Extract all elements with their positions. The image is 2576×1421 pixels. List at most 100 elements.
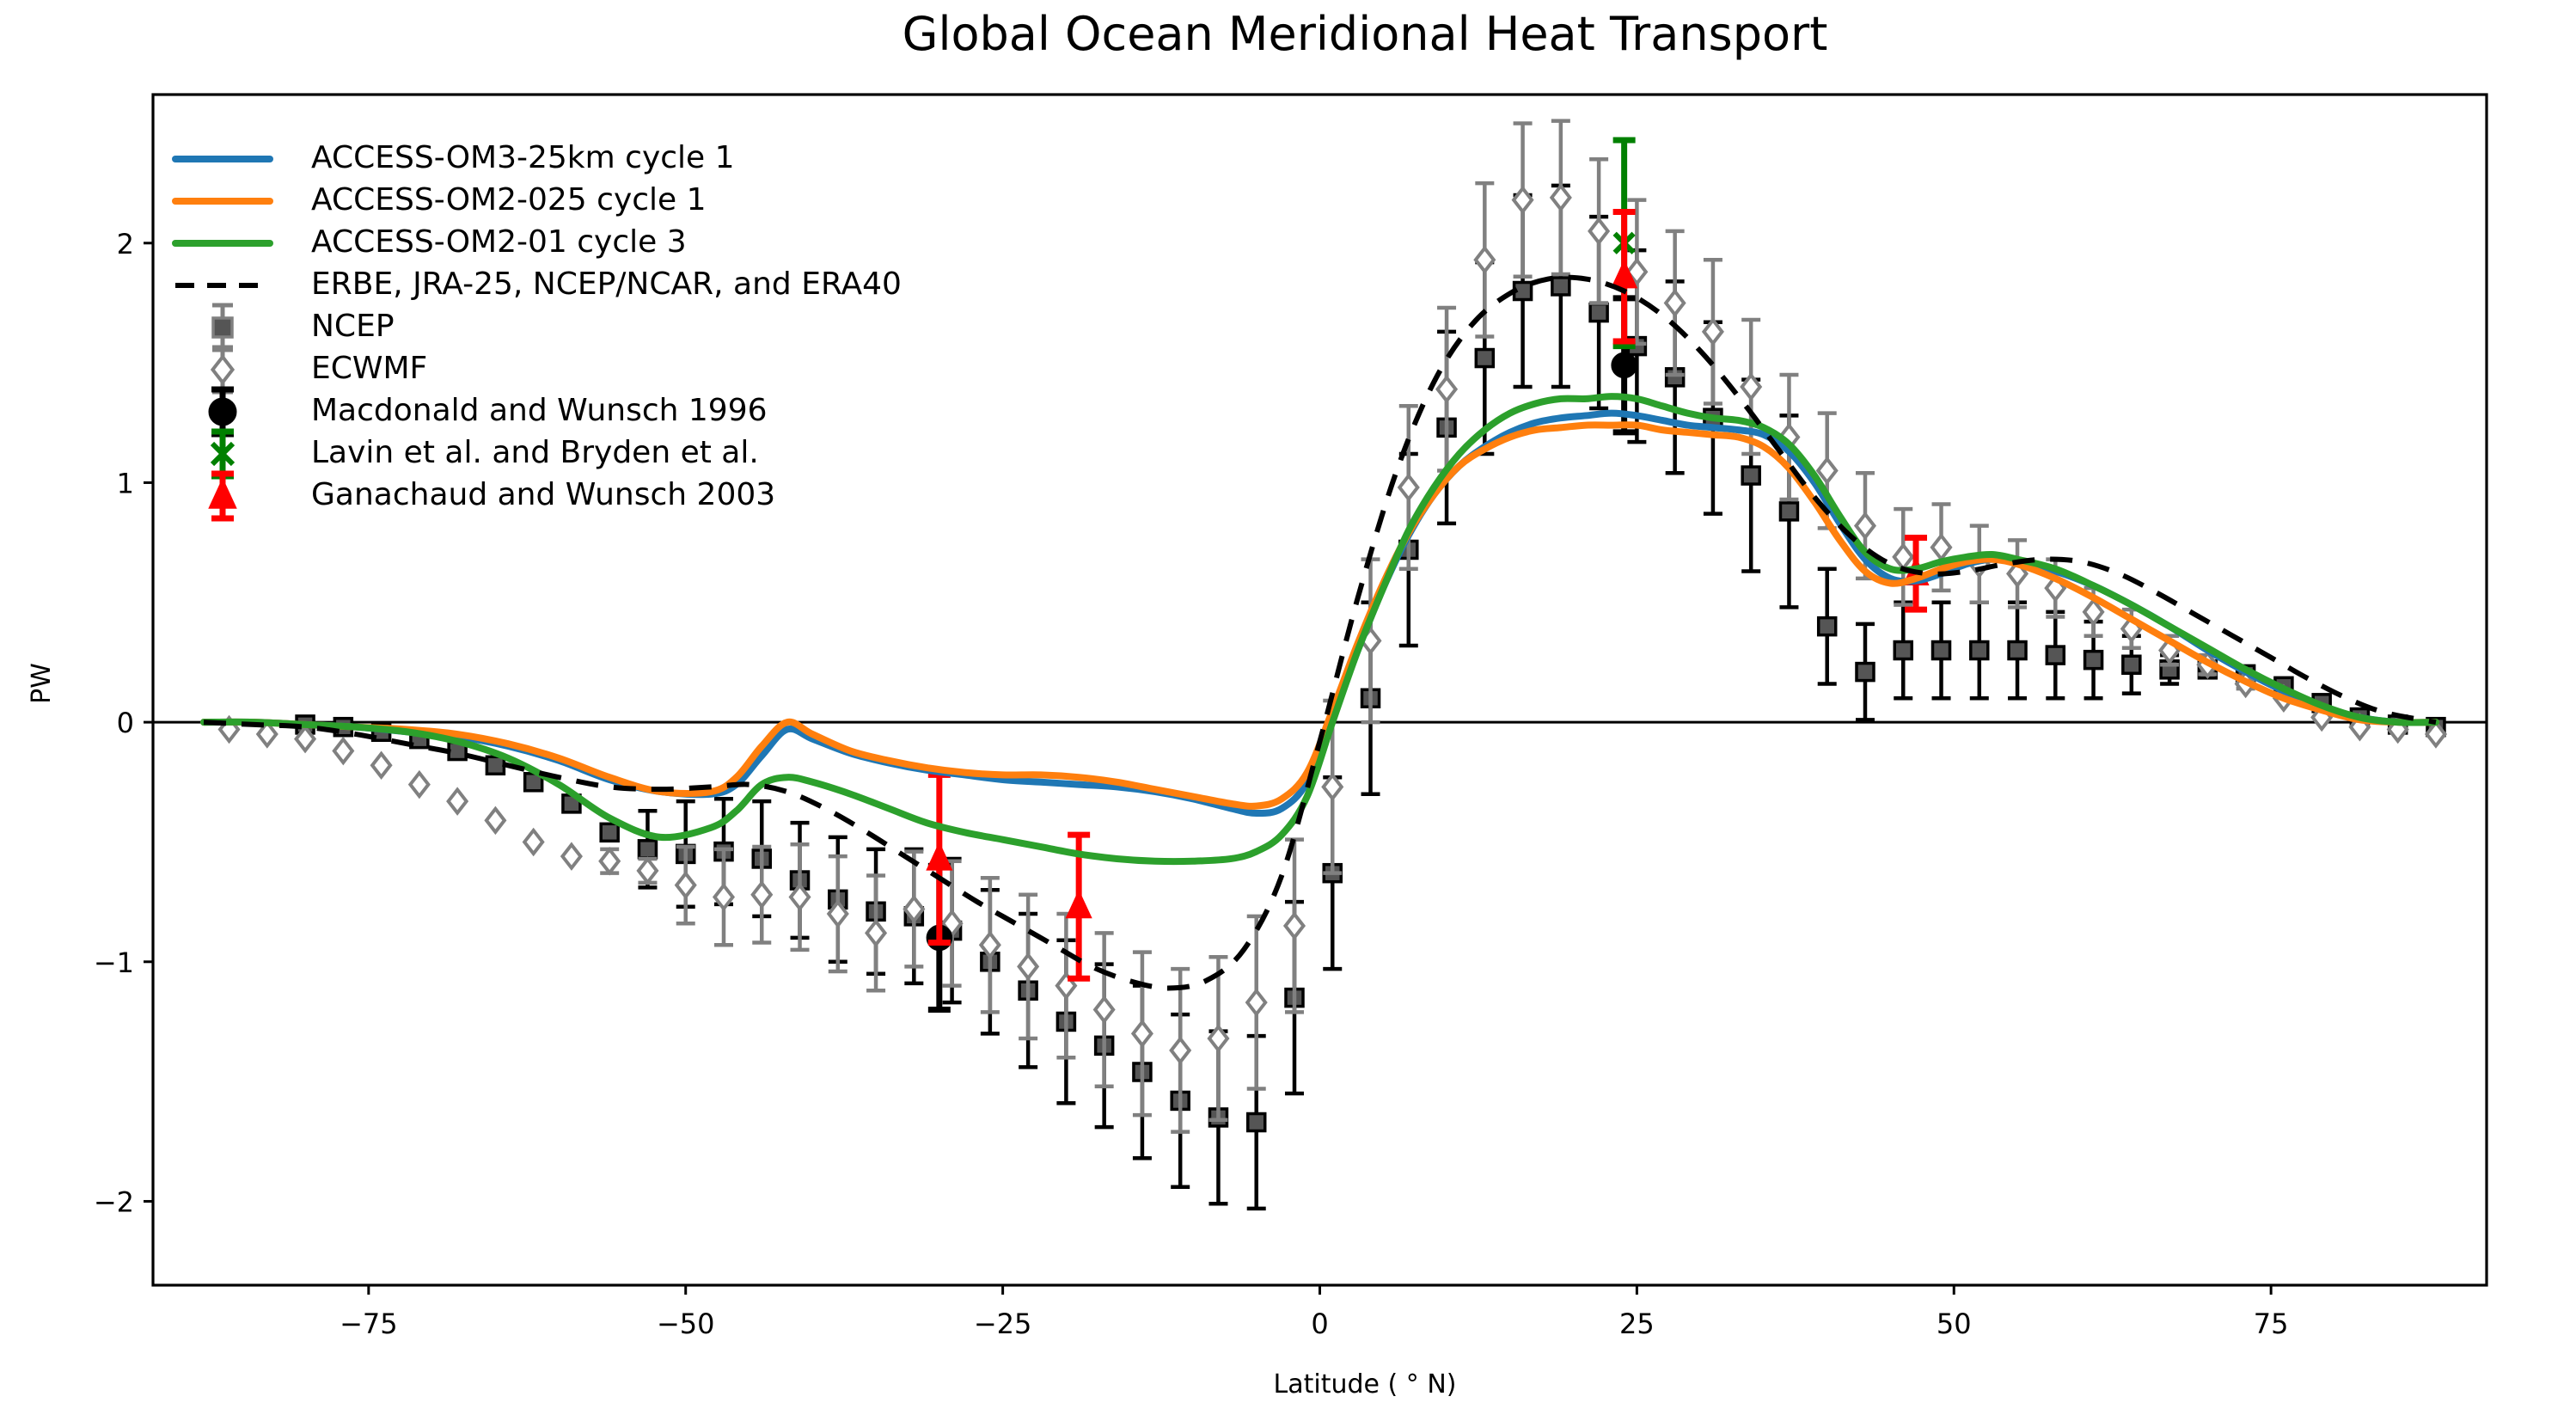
data-point-marker — [978, 930, 1001, 960]
data-point-marker — [1588, 217, 1611, 246]
data-point-marker — [2007, 640, 2028, 661]
chart-legend: ACCESS-OM3-25km cycle 1 ACCESS-OM2-025 cy… — [172, 140, 902, 522]
data-point-marker — [1815, 456, 1839, 486]
legend-item-ganachaud-and-wunsch-2003[interactable]: Ganachaud and Wunsch 2003 — [208, 470, 776, 522]
data-point-marker — [210, 353, 236, 386]
x-tick-label: 0 — [1311, 1308, 1328, 1340]
data-point-marker — [865, 918, 888, 948]
data-point-marker — [1611, 352, 1637, 379]
legend-item-label: Macdonald and Wunsch 1996 — [311, 393, 768, 428]
x-tick-label: −25 — [974, 1308, 1032, 1340]
data-point-marker — [484, 805, 507, 836]
data-point-marker — [1853, 511, 1877, 541]
legend-item-ncep[interactable]: NCEP — [211, 303, 395, 352]
y-tick-label: 0 — [117, 707, 134, 739]
legend-item-label: Ganachaud and Wunsch 2003 — [311, 477, 775, 512]
data-point-marker — [1207, 1024, 1230, 1053]
data-point-marker — [1663, 288, 1686, 318]
legend-item-ecwmf[interactable]: ECWMF — [210, 345, 427, 395]
data-point-marker — [560, 842, 583, 871]
data-point-marker — [208, 477, 237, 509]
data-point-marker — [210, 441, 236, 467]
series-line-erbe-jra-25-ncep-ncar-and-era40 — [203, 274, 2437, 991]
data-point-marker — [1930, 640, 1952, 661]
x-tick-label: 25 — [1619, 1308, 1655, 1340]
page-title: Global Ocean Meridional Heat Transport — [903, 7, 1828, 61]
legend-item-label: ECWMF — [311, 351, 427, 386]
data-point-marker — [407, 769, 431, 799]
data-point-marker — [1435, 375, 1459, 404]
data-point-marker — [1741, 465, 1761, 486]
data-point-marker — [522, 827, 545, 857]
error-series-ecwmf — [217, 119, 2448, 1134]
data-point-marker — [2424, 720, 2448, 749]
legend-item-label: ERBE, JRA-25, NCEP/NCAR, and ERA40 — [311, 266, 902, 302]
data-point-marker — [211, 316, 234, 339]
data-point-marker — [637, 839, 658, 860]
legend-item-erbe-jra-25-ncep-ncar-and-era40[interactable]: ERBE, JRA-25, NCEP/NCAR, and ERA40 — [175, 266, 902, 302]
data-point-marker — [598, 846, 621, 876]
legend-item-lavin-et-al-and-bryden-et-al-[interactable]: Lavin et al. and Bryden et al. — [210, 428, 759, 480]
x-tick-label: 50 — [1937, 1308, 1972, 1340]
y-tick-label: 1 — [117, 467, 134, 499]
data-point-marker — [446, 787, 469, 816]
data-point-marker — [1816, 616, 1838, 637]
data-point-marker — [1130, 1019, 1153, 1049]
data-point-marker — [1893, 640, 1913, 661]
legend-item-macdonald-and-wunsch-1996[interactable]: Macdonald and Wunsch 1996 — [208, 386, 768, 438]
legend-item-label: Lavin et al. and Bryden et al. — [311, 435, 759, 470]
data-point-marker — [674, 870, 697, 900]
data-point-marker — [332, 736, 355, 766]
data-point-marker — [1778, 501, 1800, 522]
data-point-marker — [1588, 302, 1609, 323]
axes-group: −75 −50 −25 0 25 50 75 −2 −1 0 1 2 — [94, 93, 2488, 1340]
legend-item-label: ACCESS-OM3-25km cycle 1 — [311, 140, 735, 175]
data-point-marker — [1017, 952, 1040, 982]
data-point-marker — [1245, 1112, 1267, 1133]
data-point-marker — [1321, 772, 1344, 802]
legend-item-label: NCEP — [311, 309, 395, 344]
series-line-access-om2-01-cycle-3 — [200, 393, 2439, 866]
data-point-marker — [1549, 183, 1572, 212]
data-point-marker — [1511, 185, 1534, 215]
data-point-marker — [750, 880, 774, 910]
x-tick-label: −75 — [340, 1308, 398, 1340]
data-point-marker — [826, 899, 849, 928]
line-series-layer — [200, 274, 2439, 991]
data-point-marker — [2082, 597, 2105, 627]
error-bar-layer — [217, 119, 2448, 1211]
data-point-marker — [712, 882, 736, 912]
data-point-marker — [1969, 640, 1990, 661]
legend-item-access-om2-025-cycle-1[interactable]: ACCESS-OM2-025 cycle 1 — [172, 182, 707, 217]
legend-item-access-om3-25km-cycle-1[interactable]: ACCESS-OM3-25km cycle 1 — [172, 140, 735, 175]
data-point-marker — [1611, 259, 1638, 289]
data-point-marker — [1169, 1036, 1192, 1065]
y-tick-label: 2 — [117, 228, 134, 260]
data-point-marker — [2121, 654, 2142, 675]
data-point-marker — [1245, 988, 1268, 1017]
y-axis-label: PW — [27, 663, 57, 704]
x-tick-label: −50 — [657, 1308, 715, 1340]
series-line-access-om2-025-cycle-1 — [200, 421, 2439, 810]
data-point-marker — [255, 720, 278, 749]
data-point-marker — [1740, 372, 1763, 401]
legend-item-label: ACCESS-OM2-025 cycle 1 — [311, 182, 707, 217]
data-point-marker — [1065, 889, 1092, 919]
data-point-marker — [1282, 911, 1306, 940]
data-point-marker — [1397, 473, 1420, 502]
data-point-marker — [1551, 276, 1571, 297]
data-point-marker — [294, 724, 317, 754]
legend-item-label: ACCESS-OM2-01 cycle 3 — [311, 224, 687, 260]
data-point-marker — [599, 822, 620, 843]
x-axis-label: Latitude ( ° N) — [1274, 1369, 1457, 1400]
data-point-marker — [636, 856, 659, 885]
data-point-marker — [1701, 317, 1724, 346]
data-point-marker — [2083, 649, 2104, 671]
data-point-marker — [1473, 245, 1496, 275]
legend-item-access-om2-01-cycle-3[interactable]: ACCESS-OM2-01 cycle 3 — [172, 224, 687, 260]
y-tick-label: −2 — [94, 1185, 134, 1218]
data-point-marker — [370, 750, 393, 781]
